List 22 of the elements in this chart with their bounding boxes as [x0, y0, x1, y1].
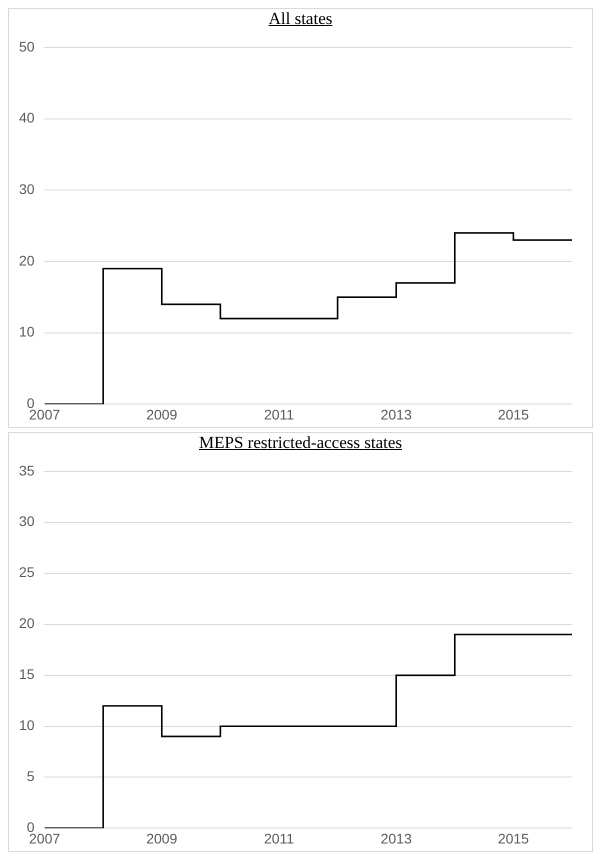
x-tick-label: 2015	[498, 830, 530, 846]
chart-title: MEPS restricted-access states	[198, 433, 403, 453]
x-tick-label: 2009	[146, 830, 178, 846]
x-tick-label: 2011	[264, 406, 294, 422]
y-tick-label: 40	[18, 110, 35, 126]
x-tick-label: 2011	[264, 830, 294, 846]
y-tick-label: 20	[18, 252, 35, 268]
x-tick-label: 2015	[498, 406, 530, 422]
x-tick-label: 2009	[146, 406, 178, 422]
y-tick-label: 10	[18, 324, 35, 340]
y-tick-label: 30	[18, 180, 35, 197]
x-tick-label: 2013	[380, 830, 412, 846]
y-tick-label: 5	[26, 768, 35, 784]
y-tick-label: 10	[18, 717, 35, 734]
y-tick-label: 30	[18, 513, 35, 530]
y-tick-label: 20	[18, 615, 35, 632]
y-tick-label: 25	[18, 564, 35, 580]
y-tick-label: 50	[18, 38, 35, 54]
y-tick-label: 35	[18, 462, 35, 478]
chart-title: All states	[268, 9, 334, 29]
y-tick-label: 15	[18, 666, 35, 682]
x-tick-label: 2013	[380, 406, 412, 422]
